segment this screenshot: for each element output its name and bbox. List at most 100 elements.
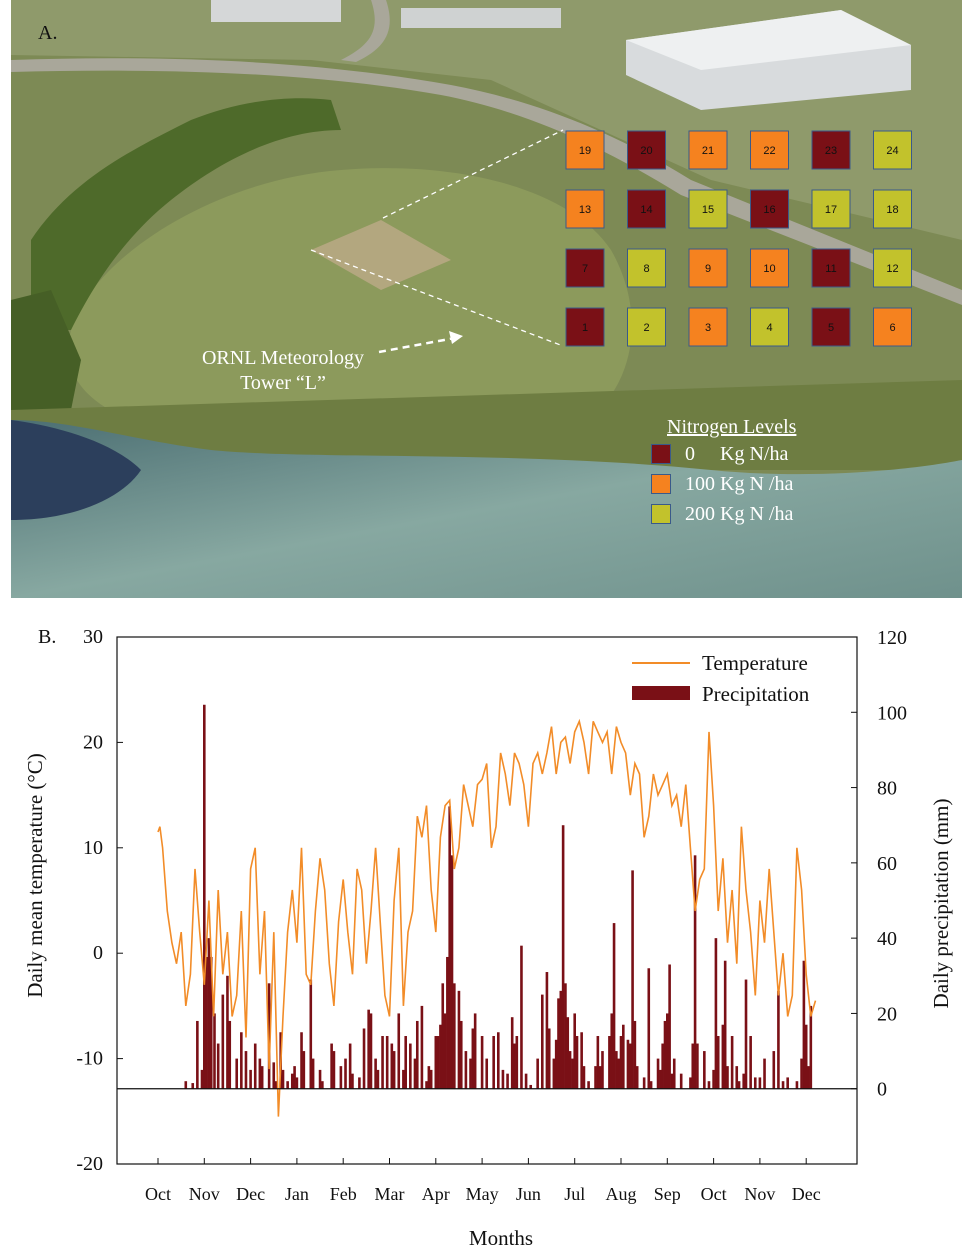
precipitation-bar (594, 1066, 597, 1089)
precipitation-bar (213, 1013, 216, 1089)
precipitation-bar (744, 979, 748, 1089)
precipitation-bar (196, 1020, 199, 1089)
legend-precipitation-label: Precipitation (702, 682, 810, 706)
precipitation-bar (529, 1084, 533, 1089)
precipitation-bar (228, 1020, 232, 1089)
precipitation-bar (679, 1073, 683, 1089)
plot-label: 19 (579, 145, 591, 157)
precipitation-bar (436, 1036, 440, 1089)
precipitation-bar (659, 1069, 662, 1089)
precipitation-bar (515, 1036, 519, 1089)
precipitation-bar (649, 1081, 653, 1089)
x-tick-label: Aug (606, 1184, 637, 1204)
precipitation-bar (235, 1058, 239, 1089)
precipitation-bar (696, 1043, 699, 1089)
precipitation-bar (260, 1066, 264, 1089)
precipitation-bar (415, 1020, 419, 1089)
precipitation-bar (374, 1058, 377, 1089)
plot-label: 13 (579, 204, 591, 216)
precipitation-bar (622, 1024, 625, 1089)
tower-label: ORNL Meteorology Tower “L” (178, 346, 388, 396)
precipitation-bar (309, 979, 313, 1089)
plot-label: 18 (886, 204, 898, 216)
nitrogen-legend-rows: 0 Kg N/ha 100 Kg N /ha 200 Kg N /ha (651, 439, 796, 529)
x-tick-label: Dec (792, 1184, 821, 1204)
x-tick-label: Nov (744, 1184, 775, 1204)
precipitation-bar (786, 1077, 789, 1089)
precipitation-bar (575, 1036, 579, 1089)
plot-label: 15 (702, 204, 714, 216)
precipitation-bar (344, 1058, 347, 1089)
precipitation-bar (200, 1069, 204, 1089)
x-tick-label: Nov (189, 1184, 220, 1204)
left-tick-label: 10 (83, 837, 103, 859)
precipitation-bar (758, 1077, 762, 1089)
precipitation-bar (397, 1013, 401, 1089)
x-tick-label: Jun (516, 1184, 541, 1204)
precipitation-bar (802, 960, 806, 1089)
left-tick-label: -20 (76, 1153, 103, 1175)
plot-label: 11 (825, 263, 836, 275)
plot-label: 3 (705, 322, 711, 334)
plot-22 (750, 130, 789, 170)
plot-label: 2 (643, 322, 649, 334)
x-tick-label: Oct (701, 1184, 727, 1204)
plot-label: 8 (643, 263, 649, 275)
plot-7 (565, 248, 605, 288)
plot-5 (811, 307, 851, 347)
chart-axes: -20 -10 0 10 20 30 0 20 40 60 80 100 120 Oct Nov Dec Jan… (23, 626, 953, 1250)
plot-2 (627, 307, 666, 347)
precipitation-bar (642, 1077, 646, 1089)
precipitation-bar (281, 1069, 285, 1089)
plot-16 (750, 189, 789, 229)
plot-11 (811, 248, 851, 288)
precipitation-bar (617, 1058, 620, 1089)
precipitation-bar (485, 1058, 489, 1089)
precipitation-bar (712, 1069, 715, 1089)
legend-precipitation-swatch (632, 686, 690, 700)
precipitation-bar (598, 1066, 602, 1089)
precipitation-bar (631, 870, 634, 1089)
precipitation-bar (420, 1005, 424, 1089)
right-tick-label: 20 (877, 1003, 897, 1025)
precipitation-bar (459, 1020, 463, 1089)
precipitation-bar (205, 956, 208, 1089)
nitrogen-legend: Nitrogen Levels 0 Kg N/ha 100 Kg N /ha 200… (651, 415, 796, 529)
precipitation-bar (628, 1043, 632, 1089)
precipitation-bar (547, 1028, 551, 1089)
plot-8 (627, 248, 666, 288)
precipitation-bar (286, 1081, 289, 1089)
plot-label: 22 (763, 145, 775, 157)
plot-12 (873, 248, 912, 288)
precipitation-bar (795, 1081, 799, 1089)
plot-label: 10 (763, 263, 775, 275)
left-tick-label: -10 (76, 1048, 103, 1070)
plot-4 (750, 307, 789, 347)
chart-legend: Temperature Precipitation (632, 651, 810, 706)
left-tick-label: 30 (83, 626, 103, 648)
precipitation-bar (596, 1036, 600, 1089)
plot-18 (873, 189, 912, 229)
precipitation-bar (666, 1013, 669, 1089)
precipitation-bar (402, 1069, 405, 1089)
precipitation-bar (601, 1051, 604, 1089)
precipitation-bar (362, 1028, 366, 1089)
precipitation-bar (203, 704, 206, 1089)
nitrogen-legend-title: Nitrogen Levels (667, 416, 797, 438)
left-axis-label: Daily mean temperature (°C) (23, 753, 47, 998)
precipitation-bar (434, 1036, 438, 1089)
plot-14 (627, 189, 666, 229)
left-tick-label: 0 (93, 942, 103, 964)
precipitation-bar (300, 1032, 303, 1089)
panel-a-label: A. (38, 22, 58, 44)
aerial-photo: 19 20 21 22 23 24 13 14 15 16 17 18 7 8 9 10 11 12 1 2 3 4 5 6 (11, 0, 962, 598)
precipitation-bar (492, 1036, 495, 1089)
precipitation-bar (311, 1058, 315, 1089)
precipitation-bar (670, 1073, 674, 1089)
legend-row-200: 200 Kg N /ha (651, 499, 796, 529)
precipitation-bar (376, 1069, 380, 1089)
precipitation-bar (358, 1077, 361, 1089)
precipitation-bar (390, 1043, 394, 1089)
